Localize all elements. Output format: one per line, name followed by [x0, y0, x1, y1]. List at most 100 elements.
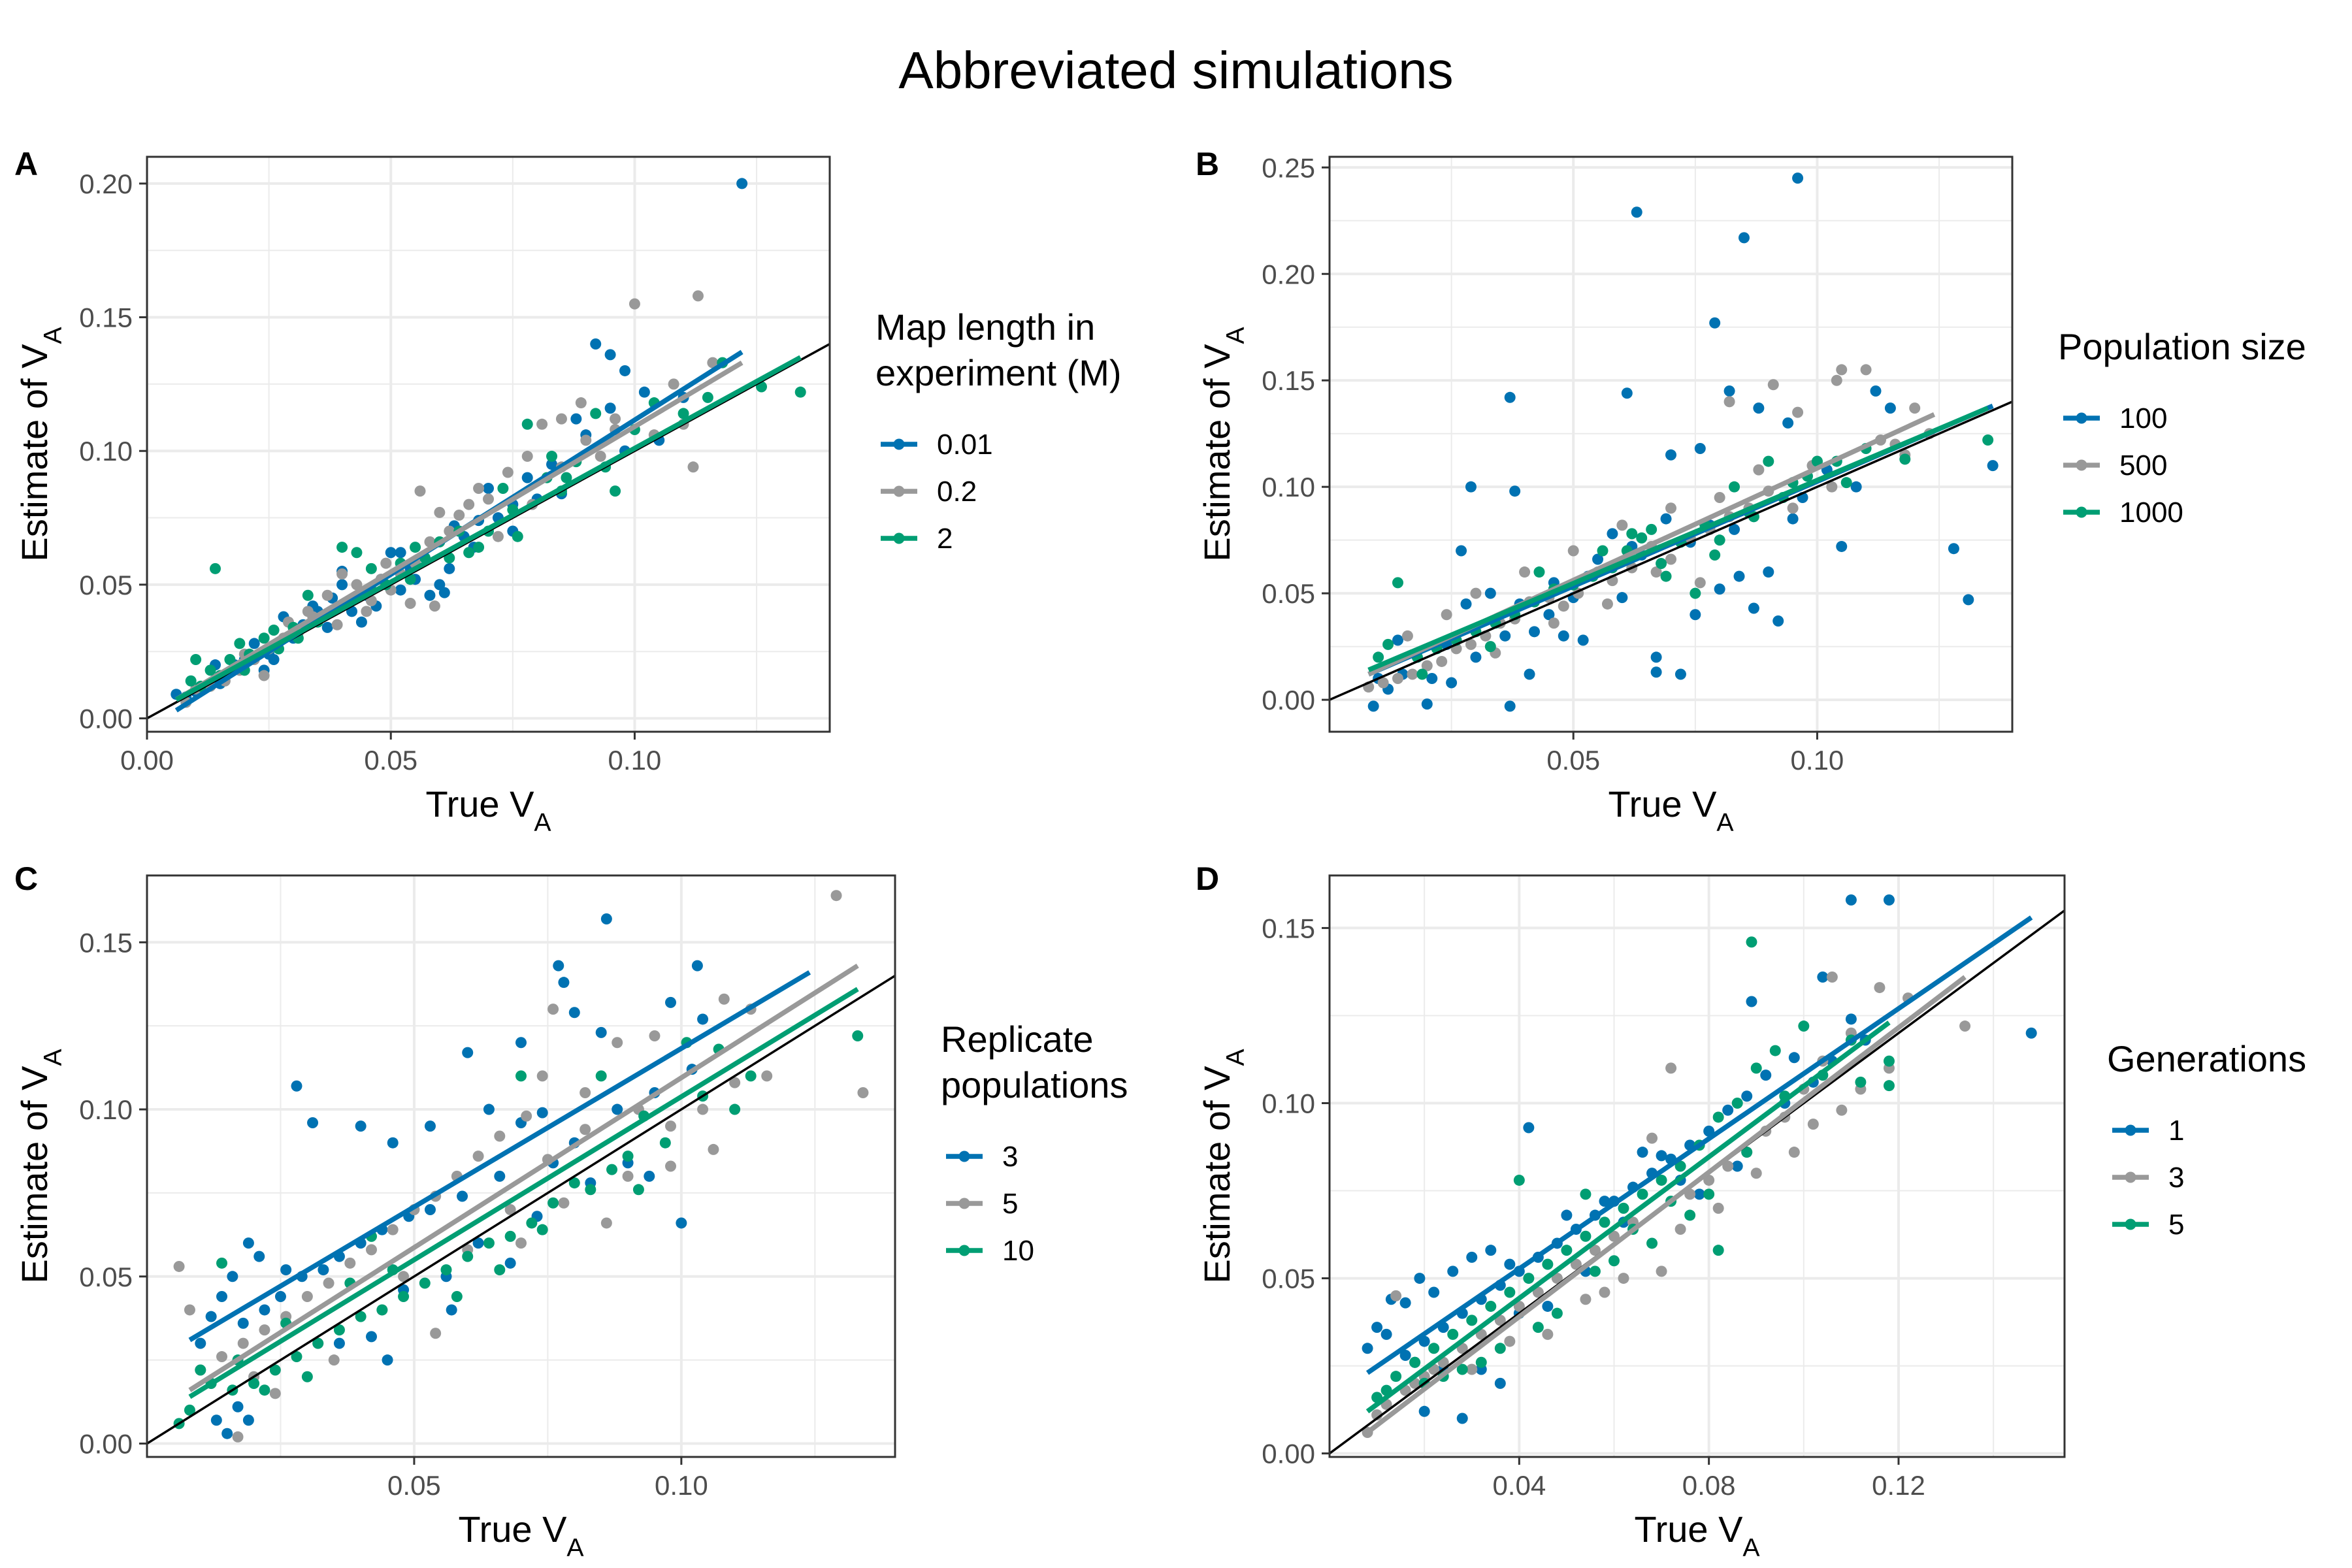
data-point	[604, 402, 616, 414]
data-point	[1637, 1147, 1648, 1158]
data-point	[526, 1217, 538, 1229]
data-point	[1513, 1300, 1525, 1312]
data-point	[761, 1070, 773, 1082]
data-point	[1589, 1245, 1601, 1256]
data-point	[376, 1304, 388, 1316]
data-point	[1665, 502, 1676, 514]
data-point	[1465, 638, 1477, 650]
data-point	[1580, 1230, 1592, 1242]
data-point	[210, 563, 221, 574]
data-point	[1750, 1168, 1762, 1179]
data-point	[274, 1290, 286, 1302]
series-10-points	[173, 1030, 864, 1429]
data-point	[302, 606, 314, 617]
panel-c-background	[147, 875, 895, 1457]
data-point	[1650, 666, 1662, 678]
data-point	[512, 531, 523, 542]
data-point	[1542, 1258, 1554, 1270]
panel-a-grid	[147, 157, 830, 732]
data-point	[678, 408, 689, 419]
data-point	[258, 670, 270, 681]
data-point	[619, 365, 630, 376]
data-point	[1494, 1343, 1506, 1354]
data-point	[570, 413, 582, 425]
data-point	[1456, 545, 1467, 557]
data-point	[580, 1086, 591, 1098]
data-point	[1392, 673, 1403, 685]
legend-key-point	[893, 485, 905, 497]
data-point	[1787, 513, 1799, 525]
data-point	[1826, 971, 1838, 983]
data-point	[434, 506, 446, 518]
data-point	[395, 584, 406, 596]
legend-label: 1	[2168, 1115, 2184, 1147]
data-point	[395, 547, 406, 559]
data-point	[429, 600, 440, 612]
panel-d-y-axis-title: Estimate of VA	[1196, 1049, 1250, 1284]
data-point	[1592, 553, 1604, 565]
data-point	[1883, 1055, 1895, 1067]
data-point	[504, 1203, 516, 1215]
data-point	[1650, 651, 1662, 663]
data-point	[1485, 1300, 1497, 1312]
data-point	[515, 1237, 527, 1249]
legend-title: Generations	[2107, 1038, 2306, 1079]
data-point	[1399, 1350, 1411, 1362]
legend-key-point	[893, 438, 905, 450]
panel-b-plot-area	[1330, 172, 2012, 712]
series-5-points	[1371, 936, 1895, 1403]
figure-title: Abbreviated simulations	[898, 41, 1454, 99]
data-point	[553, 960, 564, 972]
data-point	[558, 1197, 570, 1209]
data-point	[692, 290, 704, 302]
panel-d-y-axis-title-main: Estimate of V	[1196, 1066, 1237, 1284]
data-point	[697, 1103, 709, 1115]
data-point	[1674, 1224, 1686, 1235]
y-tick-label: 0.20	[1262, 259, 1315, 289]
y-tick-label: 0.15	[1262, 913, 1315, 943]
data-point	[1428, 1343, 1440, 1354]
data-point	[1494, 1377, 1506, 1389]
data-point	[424, 1120, 436, 1132]
data-point	[404, 598, 416, 610]
data-point	[1607, 528, 1618, 540]
data-point	[234, 638, 246, 649]
data-point	[1899, 453, 1911, 465]
legend-label: 100	[2119, 402, 2167, 434]
fit-line-5	[188, 963, 859, 1392]
data-point	[440, 1264, 452, 1276]
data-point	[1690, 609, 1701, 621]
data-point	[1723, 385, 1735, 397]
data-point	[333, 1324, 345, 1336]
data-point	[232, 1401, 244, 1413]
data-point	[568, 1177, 580, 1189]
data-point	[546, 450, 558, 462]
data-point	[419, 1277, 431, 1289]
data-point	[1504, 1335, 1516, 1347]
data-point	[1484, 641, 1496, 653]
data-point	[1729, 481, 1740, 493]
data-point	[649, 1030, 661, 1042]
data-point	[1470, 651, 1482, 663]
data-point	[1883, 1080, 1895, 1092]
data-point	[259, 1324, 270, 1336]
panel-b-y-axis-title-main: Estimate of V	[1196, 344, 1237, 562]
data-point	[857, 1086, 869, 1098]
data-point	[2025, 1027, 2037, 1039]
data-point	[1792, 406, 1804, 418]
data-point	[1772, 615, 1784, 627]
x-tick-label: 0.00	[120, 745, 174, 776]
data-point	[291, 1080, 302, 1092]
panel-c-y-axis-title-subscript: A	[39, 1049, 67, 1066]
data-point	[718, 993, 730, 1005]
data-point	[1731, 1097, 1743, 1109]
data-point	[1466, 1251, 1478, 1263]
data-point	[1963, 594, 1974, 606]
data-point	[1836, 364, 1848, 376]
data-point	[632, 1184, 644, 1196]
panel-c-grid	[147, 875, 895, 1457]
data-point	[852, 1030, 864, 1042]
panel-b-x-axis-title: True VA	[1608, 783, 1734, 837]
